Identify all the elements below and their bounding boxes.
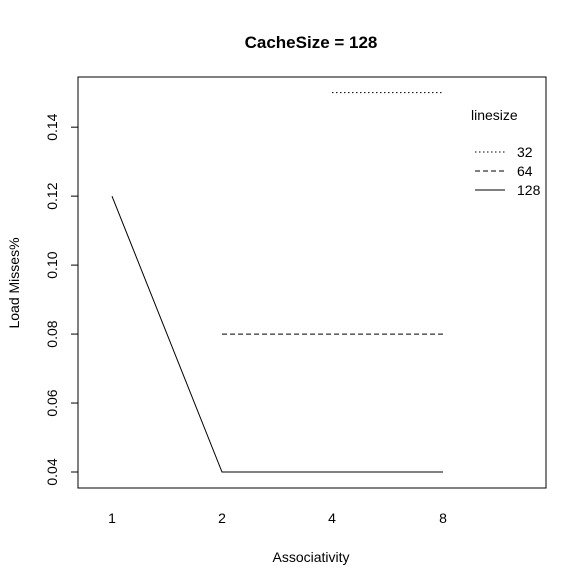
x-tick-label: 4 bbox=[328, 510, 336, 526]
legend: linesize 32 64 128 bbox=[471, 107, 541, 198]
y-tick-label: 0.14 bbox=[44, 113, 60, 140]
x-axis-label: Associativity bbox=[272, 549, 349, 565]
series-line-128 bbox=[111, 195, 443, 473]
legend-label-32: 32 bbox=[517, 144, 533, 160]
legend-title: linesize bbox=[471, 107, 518, 123]
y-tick-label: 0.10 bbox=[44, 251, 60, 278]
y-axis-label: Load Misses% bbox=[6, 237, 22, 328]
plot-frame bbox=[77, 76, 547, 489]
y-axis: 0.04 0.06 0.08 0.10 0.12 0.14 bbox=[44, 113, 79, 486]
series-layer bbox=[111, 92, 443, 473]
x-tick-label: 1 bbox=[108, 510, 116, 526]
x-tick-label: 8 bbox=[439, 510, 447, 526]
x-tick-label: 2 bbox=[218, 510, 226, 526]
y-tick-label: 0.08 bbox=[44, 320, 60, 347]
legend-label-64: 64 bbox=[517, 163, 533, 179]
legend-label-128: 128 bbox=[517, 182, 541, 198]
x-axis: 1 2 4 8 bbox=[108, 510, 447, 526]
y-tick-label: 0.12 bbox=[44, 182, 60, 209]
chart-title: CacheSize = 128 bbox=[245, 33, 378, 52]
y-tick-label: 0.06 bbox=[44, 389, 60, 416]
y-tick-label: 0.04 bbox=[44, 458, 60, 485]
